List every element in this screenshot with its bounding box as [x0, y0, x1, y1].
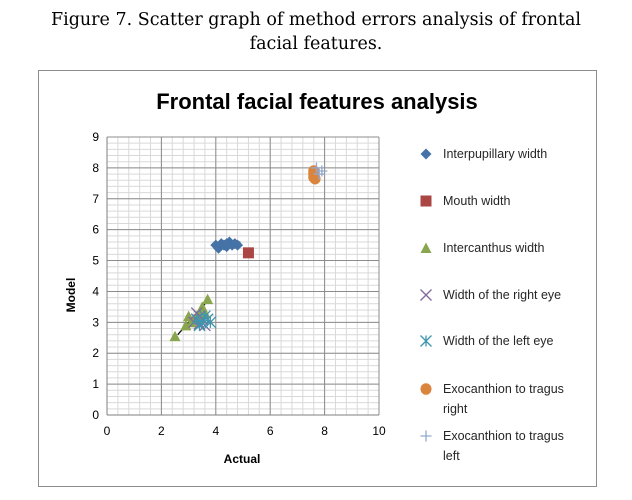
- y-tick-label: 5: [92, 254, 99, 268]
- legend-marker-series-0: [420, 148, 432, 160]
- figure-caption-line-1: Figure 7. Scatter graph of method errors…: [50, 10, 582, 30]
- y-tick-label: 1: [92, 377, 99, 391]
- y-tick-label: 4: [92, 284, 99, 298]
- data-point-series-6: [310, 162, 322, 174]
- legend-label-series-0: Interpupillary width: [443, 147, 547, 161]
- data-points: [169, 162, 328, 342]
- chart-title: Frontal facial features analysis: [156, 89, 478, 114]
- data-point-series-0: [221, 238, 233, 250]
- y-tick-label: 2: [92, 346, 99, 360]
- legend-marker-series-4: [420, 335, 432, 347]
- x-tick-label: 2: [158, 424, 165, 438]
- legend: Interpupillary width Mouth width Intercant…: [420, 147, 564, 463]
- y-tick-label: 3: [92, 315, 99, 329]
- y-tick-label: 7: [92, 192, 99, 206]
- legend-label-series-3: Width of the right eye: [443, 288, 561, 302]
- figure-caption: Figure 7. Scatter graph of method errors…: [0, 8, 632, 56]
- data-point-series-4: [193, 319, 206, 332]
- figure-caption-line-2: facial features.: [249, 34, 383, 54]
- axes: [106, 137, 379, 416]
- scatter-chart: Frontal facial features analysis 0 2 4 6 8 10…: [64, 89, 564, 466]
- data-point-series-0: [232, 239, 244, 251]
- data-point-series-4: [201, 313, 214, 326]
- x-tick-label: 0: [104, 424, 111, 438]
- legend-marker-series-2: [420, 242, 432, 253]
- data-point-series-1: [242, 247, 254, 259]
- y-tick-label: 8: [92, 161, 99, 175]
- data-point-series-5: [309, 172, 321, 185]
- chart-frame: Frontal facial features analysis 0 2 4 6 8 10…: [38, 70, 597, 487]
- tick-labels: 0 2 4 6 8 10 0 1 2 3 4 5 6 7 8 9: [92, 130, 386, 438]
- legend-marker-series-6: [420, 430, 432, 442]
- legend-label-series-2: Intercanthus width: [443, 241, 544, 255]
- y-tick-label: 0: [92, 408, 99, 422]
- legend-label-series-1: Mouth width: [443, 194, 510, 208]
- x-axis-label: Actual: [224, 452, 261, 466]
- grid: [106, 136, 380, 416]
- legend-label-series-6: left: [443, 449, 460, 463]
- legend-label-series-4: Width of the left eye: [443, 334, 554, 348]
- data-point-series-2: [169, 330, 181, 342]
- legend-label-series-5: Exocanthion to tragus: [443, 382, 564, 396]
- x-tick-label: 4: [212, 424, 219, 438]
- y-tick-label: 9: [92, 130, 99, 144]
- legend-label-series-5: right: [443, 402, 468, 416]
- y-axis-label: Model: [64, 278, 78, 313]
- legend-marker-series-3: [420, 289, 432, 301]
- data-point-series-6: [313, 168, 325, 180]
- x-tick-label: 10: [372, 424, 386, 438]
- data-point-series-2: [202, 293, 214, 305]
- legend-label-series-6: Exocanthion to tragus: [443, 429, 564, 443]
- legend-marker-series-5: [420, 383, 432, 395]
- y-tick-label: 6: [92, 223, 99, 237]
- x-tick-label: 6: [267, 424, 274, 438]
- x-tick-label: 8: [321, 424, 328, 438]
- legend-marker-series-1: [420, 195, 432, 207]
